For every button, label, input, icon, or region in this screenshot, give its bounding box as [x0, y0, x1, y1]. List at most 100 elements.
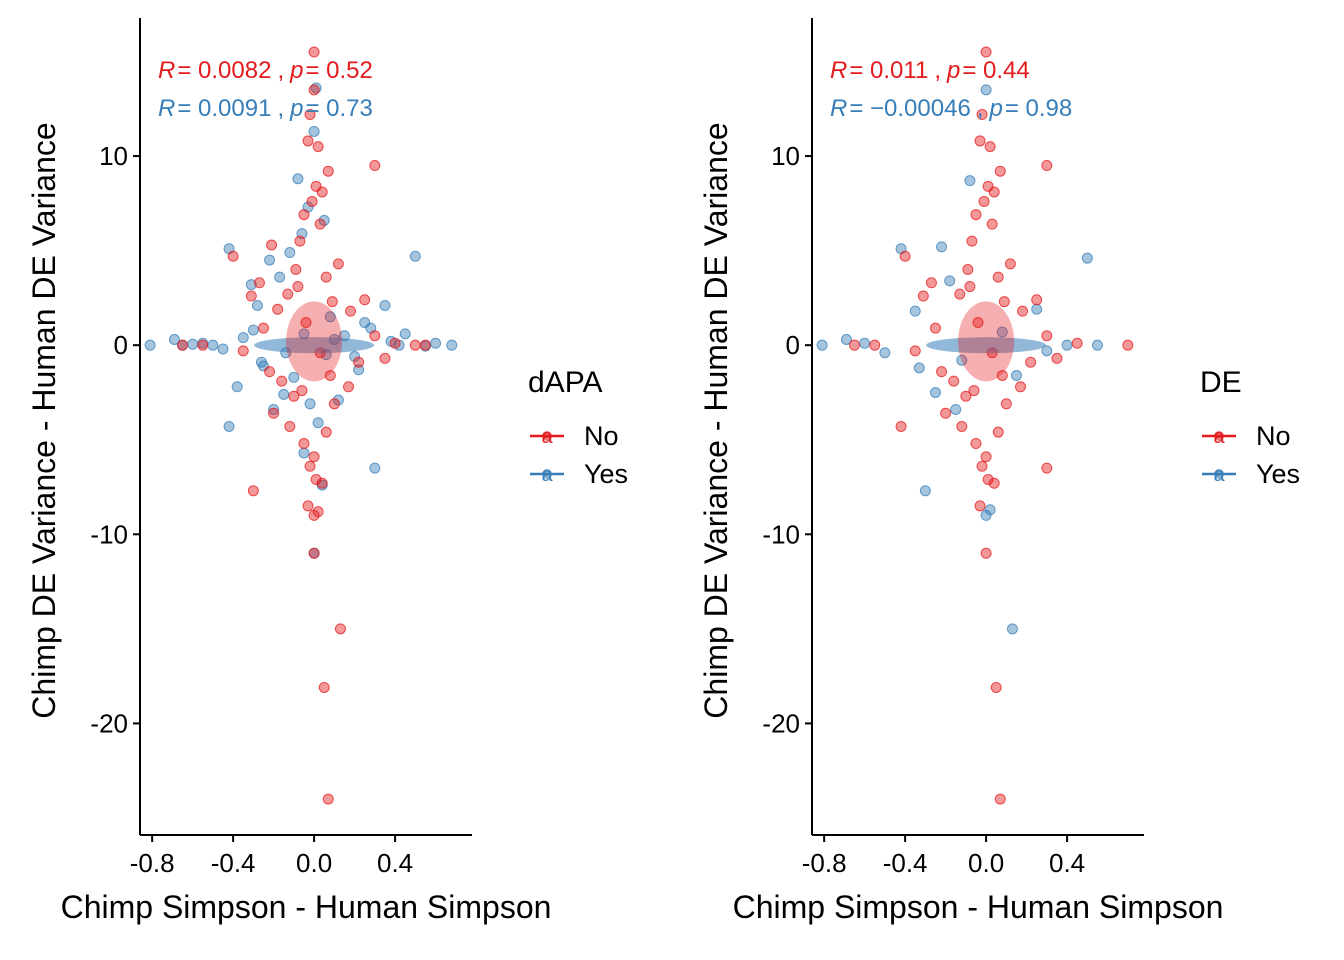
legend-key-glyph: a — [541, 426, 553, 448]
data-point — [316, 477, 328, 489]
panel-right: 10 0 -10 -20 -0.8 -0.4 0.0 0.4 Chimp Simpson - H… — [698, 18, 1300, 925]
data-point — [334, 623, 346, 635]
data-point — [207, 339, 219, 351]
data-point — [956, 354, 968, 366]
data-point — [964, 175, 976, 187]
data-point — [276, 375, 288, 387]
data-point — [895, 421, 907, 432]
data-point — [245, 279, 257, 291]
data-point — [389, 337, 401, 349]
data-point — [996, 326, 1008, 338]
data-point — [320, 426, 332, 438]
series-yes — [816, 84, 1103, 635]
data-point — [980, 509, 992, 521]
data-point — [308, 451, 320, 463]
y-tick-label: -20 — [762, 708, 800, 738]
data-point — [980, 46, 992, 58]
data-point — [237, 345, 249, 357]
x-tick-label: 0.0 — [296, 848, 332, 878]
y-tick-label: -10 — [90, 519, 128, 549]
x-tick-label: -0.4 — [211, 848, 256, 878]
data-point — [419, 339, 431, 351]
data-point — [369, 330, 381, 342]
annotation-sep: , — [934, 57, 941, 84]
data-point — [1061, 339, 1073, 351]
x-axis-title: Chimp Simpson - Human Simpson — [733, 889, 1224, 925]
points-layer — [816, 46, 1134, 805]
data-point — [359, 294, 371, 306]
data-point — [1000, 398, 1012, 410]
data-point — [322, 793, 334, 805]
data-point — [308, 46, 320, 58]
data-point — [264, 366, 276, 378]
data-point — [1091, 339, 1103, 351]
legend-title: dAPA — [528, 366, 603, 399]
density-cluster — [926, 301, 1047, 382]
data-point — [956, 421, 968, 432]
data-point — [302, 135, 314, 147]
data-point — [984, 141, 996, 153]
data-point — [929, 386, 941, 398]
data-point — [324, 369, 336, 381]
data-point — [982, 473, 994, 485]
data-point — [1015, 381, 1027, 393]
data-point — [879, 347, 891, 359]
data-point — [849, 339, 861, 351]
annotation-p-val: = 0.52 — [305, 57, 372, 84]
legend-key-glyph: a — [1213, 464, 1225, 486]
x-tick-label: -0.4 — [883, 848, 928, 878]
data-point — [187, 338, 199, 350]
y-tick-label: -20 — [90, 708, 128, 738]
legend-key-point — [542, 431, 552, 441]
data-point — [816, 339, 828, 351]
y-tick-label: -10 — [762, 519, 800, 549]
data-point — [284, 247, 296, 259]
data-point — [324, 311, 336, 323]
data-point — [298, 447, 310, 459]
legend-key-glyph: a — [541, 464, 553, 486]
data-point — [913, 362, 925, 374]
data-point — [974, 135, 986, 147]
points-layer — [144, 46, 458, 805]
correlation-annotation: R= 0.011, p= 0.44 — [830, 57, 1030, 84]
annotation-p-sym: p — [289, 95, 303, 122]
legend-key-point — [1214, 431, 1224, 441]
data-point — [217, 343, 229, 355]
data-point — [343, 381, 355, 393]
y-axis-title: Chimp DE Variance - Human DE Variance — [698, 122, 734, 718]
legend-key-glyph: a — [1213, 426, 1225, 448]
data-point — [247, 485, 259, 497]
annotation-sep: , — [977, 95, 984, 122]
data-point — [925, 277, 937, 289]
data-point — [353, 356, 365, 368]
data-point — [978, 195, 990, 207]
data-point — [345, 305, 357, 317]
data-point — [992, 271, 1004, 283]
data-point — [144, 339, 156, 351]
data-point — [168, 334, 180, 346]
data-point — [288, 390, 300, 402]
data-point — [964, 281, 976, 293]
correlation-annotation: R= 0.0091, p= 0.73 — [158, 95, 373, 122]
data-point — [306, 195, 318, 207]
data-point — [430, 337, 442, 349]
data-point — [296, 385, 308, 397]
data-point — [1041, 160, 1053, 172]
data-point — [251, 299, 263, 311]
data-point — [284, 421, 296, 432]
data-point — [1081, 252, 1093, 264]
data-point — [409, 339, 421, 351]
x-axis-title: Chimp Simpson - Human Simpson — [61, 889, 552, 925]
cluster-yes — [926, 337, 1047, 354]
data-point — [318, 214, 330, 226]
data-point — [940, 407, 952, 419]
data-point — [268, 407, 280, 419]
data-point — [988, 186, 1000, 198]
data-point — [996, 369, 1008, 381]
data-point — [332, 258, 344, 270]
data-point — [968, 385, 980, 397]
x-tick-label: -0.8 — [130, 848, 175, 878]
data-point — [268, 403, 280, 415]
data-point — [328, 398, 340, 410]
